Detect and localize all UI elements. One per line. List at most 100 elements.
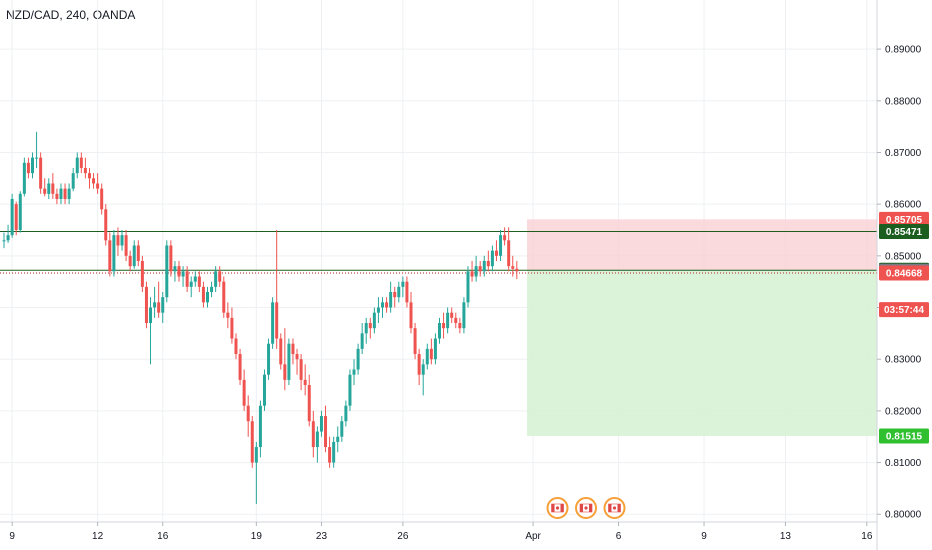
candle-body [462, 302, 466, 329]
price-axis[interactable]: 0.890000.880000.870000.860000.850000.840… [876, 0, 922, 550]
flag-band-left [608, 504, 612, 512]
canada-flag-icon[interactable] [546, 497, 569, 519]
price-tag [879, 428, 929, 444]
candle-body [79, 157, 83, 168]
candle-body [226, 312, 230, 318]
candle-body [271, 302, 275, 344]
time-tick-label: 12 [92, 531, 104, 542]
candle-body [458, 323, 462, 329]
candle-body [262, 374, 266, 406]
price-tag-label: 0.85471 [886, 227, 923, 238]
candle-body [10, 198, 14, 236]
candle-body [413, 328, 417, 355]
price-tick-label: 0.80000 [885, 510, 922, 521]
candle-body [283, 364, 287, 380]
candle-body [47, 183, 51, 194]
price-tick-label: 0.81000 [885, 458, 922, 469]
candle-body [197, 276, 201, 287]
candle-body [352, 369, 356, 375]
candle-body [144, 286, 148, 324]
candle-body [344, 405, 348, 422]
flag-leaf [555, 506, 560, 510]
time-axis[interactable]: 9 12 16 19 23 26 Apr 6 9 13 16 [0, 521, 877, 542]
price-tag-label: 0.85705 [886, 215, 923, 226]
flag-band-right [617, 504, 621, 512]
event-markers[interactable] [546, 497, 626, 519]
candle-body [417, 354, 421, 375]
time-tick-label: 9 [701, 531, 707, 542]
candle-body [450, 312, 454, 318]
price-tag-label: 0.81515 [886, 431, 923, 442]
candle-body [486, 261, 490, 267]
candle-body [55, 193, 59, 199]
time-tick-label: Apr [525, 531, 541, 542]
candle-body [490, 250, 494, 267]
price-tag-label: 0.84668 [886, 268, 923, 279]
candle-body [425, 348, 429, 365]
price-tags: 0.857050.854710.847210.847010.8466803:57… [879, 211, 929, 444]
candle-body [6, 235, 10, 241]
canada-flag-icon[interactable] [575, 497, 598, 519]
candles [2, 131, 519, 504]
candle-body [14, 204, 18, 230]
candle-body [437, 323, 441, 339]
candle-body [35, 157, 39, 159]
candle-body [385, 302, 389, 308]
price-tag [879, 302, 929, 318]
candle-body [360, 333, 364, 349]
flag-band-left [551, 504, 555, 512]
candle-body [83, 167, 87, 174]
candle-body [169, 245, 173, 272]
candle-body [307, 385, 311, 422]
candle-body [116, 235, 120, 246]
price-tick-label: 0.82000 [885, 406, 922, 417]
stop-loss-zone [527, 219, 877, 271]
candle-body [230, 317, 234, 339]
flag-leaf [612, 506, 617, 510]
candle-body [18, 193, 22, 230]
candle-body [234, 338, 238, 355]
time-tick-label: 13 [780, 531, 792, 542]
candle-body [30, 157, 34, 174]
candle-body [100, 188, 104, 210]
candle-body [368, 323, 372, 329]
candle-body [311, 421, 315, 448]
candle-body [246, 405, 250, 422]
candle-body [364, 323, 368, 334]
candle-body [279, 338, 283, 365]
candle-body [397, 286, 401, 298]
candle-body [454, 317, 458, 324]
candle-body [132, 245, 136, 267]
candle-body [75, 157, 79, 174]
canada-flag-icon[interactable] [603, 497, 626, 519]
candle-body [421, 364, 425, 375]
flag-band-right [560, 504, 564, 512]
candle-body [214, 271, 218, 287]
candle-body [201, 286, 205, 303]
time-tick-label: 16 [861, 531, 873, 542]
candle-body [238, 354, 242, 380]
price-tag [879, 223, 929, 239]
candle-body [474, 266, 478, 277]
candle-body [120, 235, 124, 246]
candle-body [63, 188, 67, 199]
candle-body [348, 374, 352, 406]
price-tick-label: 0.89000 [885, 45, 922, 56]
candle-body [482, 261, 486, 272]
time-tick-label: 6 [616, 531, 622, 542]
candle-body [332, 441, 336, 463]
candle-body [26, 162, 30, 174]
candle-body [315, 431, 319, 448]
candle-body [92, 178, 96, 184]
candle-body [336, 436, 340, 442]
candle-body [515, 268, 519, 272]
candle-body [429, 348, 433, 360]
candle-body [295, 354, 299, 360]
flag-band-left [580, 504, 584, 512]
candle-body [389, 292, 393, 308]
candle-body [124, 235, 128, 256]
candle-body [287, 343, 291, 380]
candle-body [104, 209, 108, 241]
price-tick-label: 0.88000 [885, 96, 922, 107]
